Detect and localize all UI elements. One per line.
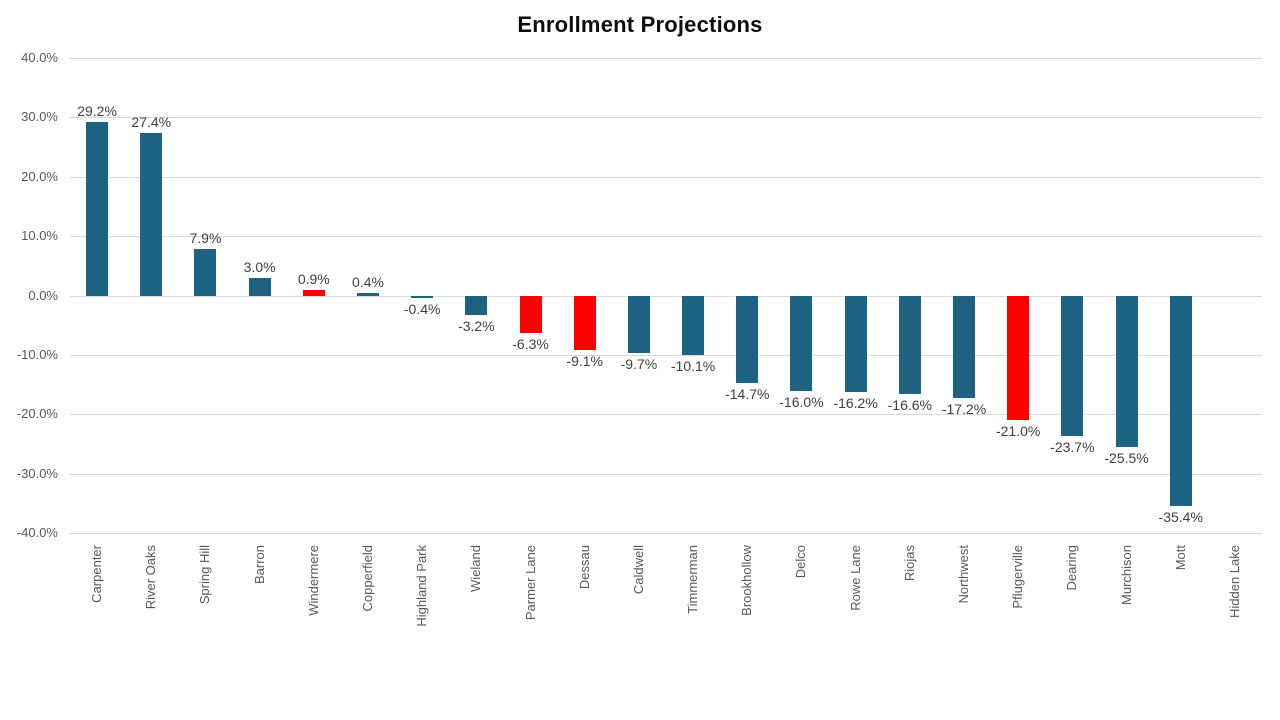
x-axis-label-text: Dessau	[576, 545, 592, 590]
gridline--10.0%	[70, 354, 1262, 356]
y-axis-tick-label: 40.0%	[21, 50, 58, 65]
x-axis-label-text: Carpenter	[89, 545, 105, 603]
x-axis-label-text: Pflugerville	[1010, 545, 1026, 609]
y-axis-tick-label: 0.0%	[28, 287, 58, 303]
bar-value-label-caldwell: -9.7%	[620, 356, 658, 373]
bar-dearing[interactable]	[1061, 295, 1084, 437]
x-axis-label-text: Brookhollow	[739, 545, 755, 616]
bar-riojas[interactable]	[898, 295, 921, 395]
bar-windermere[interactable]	[302, 290, 325, 296]
bar-value-label-rowe-lane: -16.2%	[833, 394, 878, 411]
x-axis-label-text: Copperfield	[360, 545, 375, 612]
bar-value-label-timmerman: -10.1%	[670, 358, 716, 375]
bar-wieland[interactable]	[465, 295, 488, 315]
bar-spring-hill[interactable]	[194, 248, 217, 296]
x-axis-label-text: Hidden Lake	[1226, 545, 1242, 618]
y-axis-tick-label: -10.0%	[16, 346, 58, 362]
bar-value-label-wieland: -3.2%	[458, 317, 495, 334]
bar-value-label-mott: -35.4%	[1158, 508, 1203, 525]
x-axis-label-text: Rowe Lane	[847, 545, 863, 611]
y-axis-tick-label: 20.0%	[21, 168, 58, 184]
x-axis-label-text: River Oaks	[143, 545, 159, 610]
x-axis-label-text: Murchison	[1118, 545, 1134, 605]
y-axis-tick-label: 30.0%	[21, 109, 58, 125]
bar-caldwell[interactable]	[627, 295, 650, 354]
bar-value-label-dessau: -9.1%	[566, 352, 603, 369]
x-axis-label-text: Northwest	[956, 545, 971, 604]
bar-mott[interactable]	[1169, 295, 1192, 506]
y-axis-tick-label: -40.0%	[16, 525, 58, 540]
bar-northwest[interactable]	[953, 295, 975, 398]
bar-value-label-northwest: -17.2%	[941, 400, 987, 417]
y-axis-tick-label: -20.0%	[16, 406, 58, 422]
bar-value-label-river-oaks: 27.4%	[131, 113, 172, 130]
x-axis-label-text: Timmerman	[685, 545, 701, 614]
bar-copperfield[interactable]	[357, 293, 379, 296]
x-axis-label-text: Spring Hill	[197, 545, 213, 605]
x-axis-label-text: Mott	[1172, 545, 1188, 571]
gridline--30.0%	[70, 473, 1262, 475]
x-axis-label-text: Dearing	[1064, 545, 1080, 591]
bar-value-label-spring-hill: 7.9%	[189, 229, 222, 246]
x-axis-label-text: Wieland	[468, 545, 484, 592]
gridline--20.0%	[70, 414, 1262, 416]
bar-river-oaks[interactable]	[140, 132, 163, 296]
x-axis-label-text: Windermere	[305, 545, 321, 616]
bar-value-label-riojas: -16.6%	[887, 397, 932, 414]
gridline-30.0%	[70, 117, 1262, 119]
bar-delco[interactable]	[790, 295, 813, 391]
x-axis-label-text: Delco	[793, 545, 809, 579]
bar-brookhollow[interactable]	[736, 295, 759, 383]
bar-highland-park[interactable]	[411, 295, 434, 298]
bar-value-label-copperfield: 0.4%	[352, 274, 384, 291]
bar-value-label-highland-park: -0.4%	[403, 300, 441, 317]
bar-timmerman[interactable]	[682, 295, 705, 356]
bar-value-label-parmer-lane: -6.3%	[512, 335, 549, 352]
bar-parmer-lane[interactable]	[519, 295, 542, 333]
chart-title: Enrollment Projections	[517, 12, 763, 37]
y-axis-tick-label: -30.0%	[16, 465, 58, 481]
bar-value-label-dearing: -23.7%	[1050, 439, 1095, 456]
bar-value-label-murchison: -25.5%	[1104, 449, 1149, 466]
gridline-40.0%	[70, 58, 1262, 59]
bar-value-label-carpenter: 29.2%	[77, 103, 117, 120]
x-axis-label-text: Highland Park	[414, 545, 430, 627]
gridline-0.0%	[70, 295, 1262, 297]
gridline-10.0%	[70, 236, 1262, 238]
x-axis-label-text: Riojas	[901, 545, 917, 582]
bar-dessau[interactable]	[573, 295, 596, 350]
bar-murchison[interactable]	[1115, 295, 1138, 447]
bar-rowe-lane[interactable]	[844, 295, 867, 392]
gridline-20.0%	[70, 176, 1262, 178]
gridline--40.0%	[70, 533, 1262, 534]
bar-value-label-delco: -16.0%	[779, 393, 824, 410]
bar-value-label-windermere: 0.9%	[297, 271, 330, 288]
bar-carpenter[interactable]	[86, 122, 109, 296]
bar-value-label-brookhollow: -14.7%	[725, 385, 770, 402]
y-axis-tick-label: 10.0%	[21, 228, 58, 244]
bar-value-label-barron: 3.0%	[243, 258, 276, 275]
x-axis-label-text: Caldwell	[630, 545, 646, 595]
bar-value-label-pflugerville: -21.0%	[995, 423, 1041, 440]
x-axis-label-text: Barron	[251, 545, 267, 585]
x-axis-label-text: Parmer Lane	[522, 545, 538, 621]
bar-barron[interactable]	[248, 277, 271, 296]
bar-pflugerville[interactable]	[1007, 295, 1030, 421]
